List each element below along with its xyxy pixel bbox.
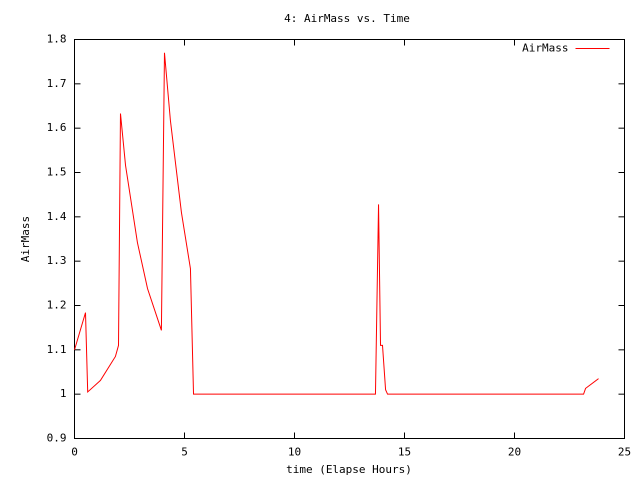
y-tick-label: 1.2 xyxy=(47,299,67,312)
y-tick-label: 1.8 xyxy=(47,33,67,46)
x-axis-label: time (Elapse Hours) xyxy=(286,463,412,476)
x-tick-label: 0 xyxy=(71,446,78,459)
y-tick-label: 1.3 xyxy=(47,254,67,267)
y-tick-label: 1.5 xyxy=(47,166,67,179)
x-tick-label: 15 xyxy=(398,446,411,459)
chart-title: 4: AirMass vs. Time xyxy=(284,12,410,25)
y-tick-label: 1.1 xyxy=(47,343,67,356)
y-tick-label: 0.9 xyxy=(47,432,67,445)
x-tick-label: 5 xyxy=(181,446,188,459)
y-tick-label: 1.7 xyxy=(47,77,67,90)
x-tick-label: 10 xyxy=(288,446,301,459)
plot-frame xyxy=(74,39,625,439)
legend-label: AirMass xyxy=(522,42,568,55)
y-tick-label: 1.4 xyxy=(47,210,67,223)
y-tick-label: 1.6 xyxy=(47,121,67,134)
y-tick-label: 1 xyxy=(60,387,67,400)
series-line xyxy=(74,52,599,395)
x-tick-label: 25 xyxy=(618,446,631,459)
y-axis-label: AirMass xyxy=(19,216,32,262)
x-tick-label: 20 xyxy=(508,446,521,459)
